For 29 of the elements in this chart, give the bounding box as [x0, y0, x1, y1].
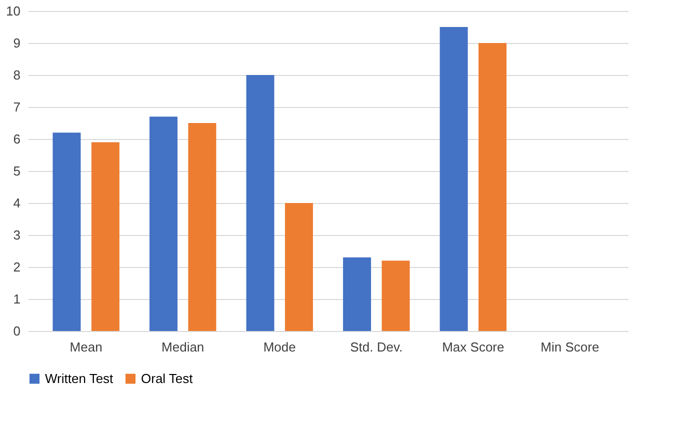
- x-tick-label: Std. Dev.: [350, 340, 403, 354]
- y-tick-label: 10: [6, 4, 20, 18]
- bar: [382, 260, 410, 331]
- x-tick-label: Max Score: [442, 340, 504, 354]
- y-tick-label: 4: [13, 196, 20, 210]
- bar: [246, 75, 274, 331]
- x-tick-label: Mode: [263, 340, 296, 354]
- bar: [52, 132, 81, 331]
- bar: [149, 116, 178, 331]
- y-tick-label: 3: [13, 228, 20, 242]
- y-tick-label: 9: [13, 36, 20, 50]
- y-tick-label: 7: [13, 100, 20, 114]
- bar: [343, 257, 372, 331]
- bar: [478, 43, 507, 331]
- y-tick-label: 5: [13, 164, 20, 178]
- y-tick-label: 6: [13, 132, 20, 146]
- x-tick-label: Median: [162, 340, 204, 354]
- y-tick-label: 2: [13, 260, 20, 274]
- y-tick-label: 1: [13, 292, 20, 306]
- bar: [188, 123, 216, 331]
- y-tick-label: 0: [13, 324, 20, 338]
- y-tick-label: 8: [13, 68, 20, 82]
- x-tick-label: Min Score: [540, 340, 600, 354]
- bar: [440, 27, 468, 331]
- x-tick-label: Mean: [70, 340, 102, 354]
- legend-label: Written Test: [45, 370, 114, 386]
- bar: [284, 203, 313, 331]
- bar: [91, 142, 120, 331]
- legend-label: Oral Test: [141, 370, 194, 386]
